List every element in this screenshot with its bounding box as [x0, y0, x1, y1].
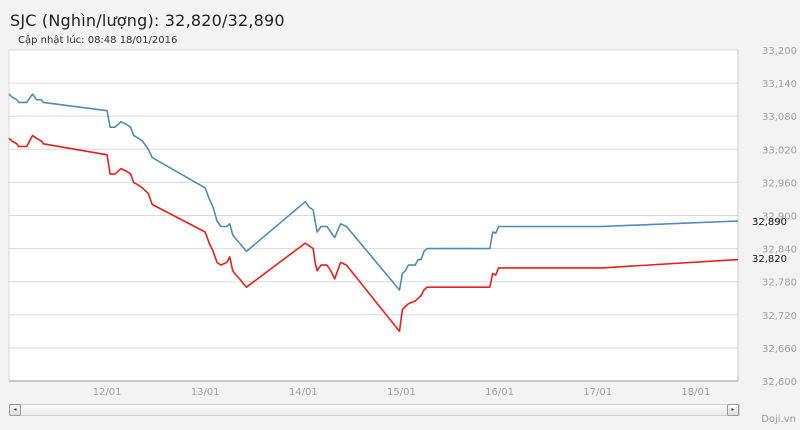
- y-tick-label: 32,780: [762, 278, 797, 289]
- x-tick-label: 13/01: [191, 387, 220, 398]
- series-lines: [8, 93, 739, 333]
- last-buy-label: 32,820: [752, 254, 787, 265]
- y-tick-label: 32,900: [762, 212, 797, 223]
- y-tick-label: 33,020: [762, 145, 797, 156]
- scroll-left-button[interactable]: ◂: [9, 404, 21, 416]
- x-tick-label: 18/01: [681, 387, 710, 398]
- scroll-right-button[interactable]: ▸: [727, 404, 739, 416]
- source-credit: Doji.vn: [761, 414, 796, 425]
- sell-price-line: [8, 93, 739, 291]
- y-axis-labels: 33,200 33,140 33,080 33,020 32,960 32,900 32,8…: [762, 46, 797, 388]
- y-tick-label: 32,660: [762, 344, 797, 355]
- x-tick-label: 17/01: [583, 387, 612, 398]
- x-tick-label: 16/01: [485, 387, 514, 398]
- buy-price-line: [8, 134, 739, 333]
- y-tick-label: 33,080: [762, 112, 797, 123]
- y-tick-label: 33,200: [762, 46, 797, 57]
- last-sell-label: 32,890: [752, 217, 787, 228]
- y-tick-label: 33,140: [762, 79, 797, 90]
- y-tick-label: 32,600: [762, 377, 797, 388]
- x-tick-label: 12/01: [93, 387, 122, 398]
- x-tick-label: 14/01: [289, 387, 318, 398]
- y-tick-label: 32,720: [762, 311, 797, 322]
- chart-title: SJC (Nghìn/lượng): 32,820/32,890: [10, 11, 285, 30]
- y-tick-label: 32,840: [762, 245, 797, 256]
- x-axis-labels: 12/01 13/01 14/01 15/01 16/01 17/01 18/01: [93, 387, 711, 398]
- range-scrollbar[interactable]: [9, 404, 740, 416]
- y-tick-label: 32,960: [762, 178, 797, 189]
- gridlines: [9, 49, 738, 349]
- x-tick-label: 15/01: [387, 387, 416, 398]
- updated-timestamp: Cập nhật lúc: 08:48 18/01/2016: [18, 35, 178, 46]
